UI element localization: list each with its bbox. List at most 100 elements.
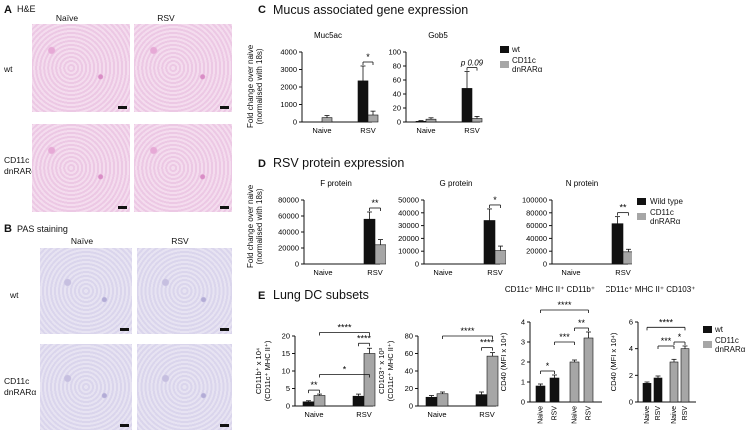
bar <box>321 117 333 123</box>
x-tick-label: Naive <box>572 406 579 424</box>
pas-image-ko-naive <box>40 344 132 430</box>
y-tick-label: 0 <box>293 118 297 127</box>
y-tick-label: 6 <box>629 318 633 327</box>
sig-label: ** <box>578 318 586 328</box>
x-tick-label: Naive <box>671 406 678 424</box>
x-tick-label: Naive <box>427 410 446 419</box>
y-tick-label: 2 <box>521 358 525 367</box>
legend-d-wt-label: Wild type <box>650 197 683 206</box>
bar <box>549 377 560 403</box>
y-tick-label: 20000 <box>526 247 547 256</box>
bar <box>483 220 496 265</box>
legend-c-wt-label: wt <box>512 45 520 54</box>
x-tick-label: Naive <box>538 406 545 424</box>
y-tick-label: 1000 <box>280 100 297 109</box>
x-tick-label: RSV <box>464 126 479 135</box>
y-tick-label: 4000 <box>280 48 297 57</box>
sig-label: * <box>366 52 370 62</box>
sig-label: **** <box>480 338 495 348</box>
y-axis-label: CD40 (MFI x 10⁴) <box>499 332 508 391</box>
y-tick-label: 3 <box>521 338 525 347</box>
sig-label: **** <box>659 317 674 327</box>
legend-e-ko-label: CD11c dnRARα <box>715 336 746 354</box>
bar <box>475 394 488 407</box>
chart-gob5: Gob5 0 20 40 60 80 100 Naive RSV p 0.09 <box>388 31 484 135</box>
y-tick-label: 0 <box>543 260 547 269</box>
chart-fprot: F protein 0 20000 40000 60000 80000 Naive RSV ** <box>278 179 386 277</box>
y-axis-label: CD40 (MFI x 10⁴) <box>609 332 618 391</box>
y-tick-label: 80000 <box>278 196 299 205</box>
he-image-ko-naive <box>32 124 130 212</box>
y-axis-label: CD11b⁺ x 10⁴(CD11c⁺ MHC II⁺) <box>255 340 272 401</box>
y-tick-label: 4 <box>521 318 525 327</box>
sig-label: **** <box>557 300 572 310</box>
bar <box>569 361 580 403</box>
legend-c-ko-label: CD11c dnRARα <box>512 56 543 74</box>
chart-title: Muc5ac <box>314 31 342 40</box>
panel-b-col-naive: Naïve <box>70 236 94 246</box>
bar <box>583 337 594 403</box>
bar <box>611 223 624 265</box>
bar <box>425 118 437 123</box>
y-tick-label: 20000 <box>398 234 419 243</box>
x-tick-label: RSV <box>586 406 593 421</box>
chart-muc5ac: Muc5ac 0 1000 2000 3000 4000 Naive RSV * <box>280 31 379 135</box>
y-tick-label: 2000 <box>280 83 297 92</box>
panel-c-ylabel: Fold change over naive (normalised with … <box>246 44 264 128</box>
y-tick-label: 100 <box>388 48 401 57</box>
sig-label: **** <box>337 323 352 333</box>
x-tick-label: Naive <box>313 268 332 277</box>
x-tick-label: RSV <box>615 268 630 277</box>
bar <box>367 114 379 123</box>
x-tick-label: RSV <box>655 406 662 421</box>
y-tick-label: 0 <box>295 260 299 269</box>
chart-cd40c: CD11c⁺ MHC II⁺ CD103⁺ 0 2 4 6 CD40 (MFI x 10⁴… <box>606 285 696 424</box>
sig-label: * <box>678 332 682 342</box>
panel-b-row-wt: wt <box>10 290 19 300</box>
x-tick-label: RSV <box>552 406 559 421</box>
sig-label: p 0.09 <box>460 59 484 68</box>
y-tick-label: 15 <box>282 349 290 358</box>
bar <box>535 385 546 403</box>
x-tick-label: Naive <box>561 268 580 277</box>
bar <box>302 401 315 407</box>
chart-title: F protein <box>320 179 352 188</box>
panel-b-col-rsv: RSV <box>171 236 189 246</box>
y-tick-label: 50000 <box>398 196 419 205</box>
sig-label: ** <box>371 198 379 208</box>
x-tick-label: RSV <box>360 126 375 135</box>
bar <box>622 251 632 265</box>
y-tick-label: 40000 <box>278 228 299 237</box>
bar <box>357 80 369 123</box>
panel-letter-e: E <box>258 290 266 302</box>
x-tick-label: RSV <box>479 410 494 419</box>
chart-title: CD11c⁺ MHC II⁺ CD11b⁺ <box>505 285 595 294</box>
y-tick-label: 0 <box>286 402 290 411</box>
bar <box>425 396 438 407</box>
panel-b-stain-label: PAS staining <box>17 224 68 234</box>
bar <box>436 393 449 407</box>
panel-e-title: Lung DC subsets <box>273 288 369 302</box>
bar <box>471 118 483 123</box>
y-tick-label: 0 <box>521 398 525 407</box>
legend-c-ko-swatch <box>500 61 509 68</box>
bar <box>415 121 427 123</box>
he-image-ko-rsv <box>134 124 232 212</box>
legend-d-wt-swatch <box>637 198 646 205</box>
panel-a-row-wt: wt <box>4 64 13 74</box>
x-tick-label: RSV <box>682 406 689 421</box>
x-tick-label: RSV <box>367 268 382 277</box>
pas-image-wt-naive <box>40 248 132 334</box>
bar <box>642 383 652 403</box>
he-image-wt-naive <box>32 24 130 112</box>
bar <box>313 395 326 407</box>
y-tick-label: 80000 <box>526 208 547 217</box>
panel-c-title: Mucus associated gene expression <box>273 3 469 17</box>
panel-d-title: RSV protein expression <box>273 156 405 170</box>
y-tick-label: 0 <box>397 118 401 127</box>
he-image-wt-rsv <box>134 24 232 112</box>
y-tick-label: 20 <box>282 332 290 341</box>
chart-title: N protein <box>566 179 598 188</box>
y-axis-label: CD103⁺ x 10³(CD11c⁺ MHC II⁺) <box>378 340 395 401</box>
x-tick-label: Naive <box>644 406 651 424</box>
